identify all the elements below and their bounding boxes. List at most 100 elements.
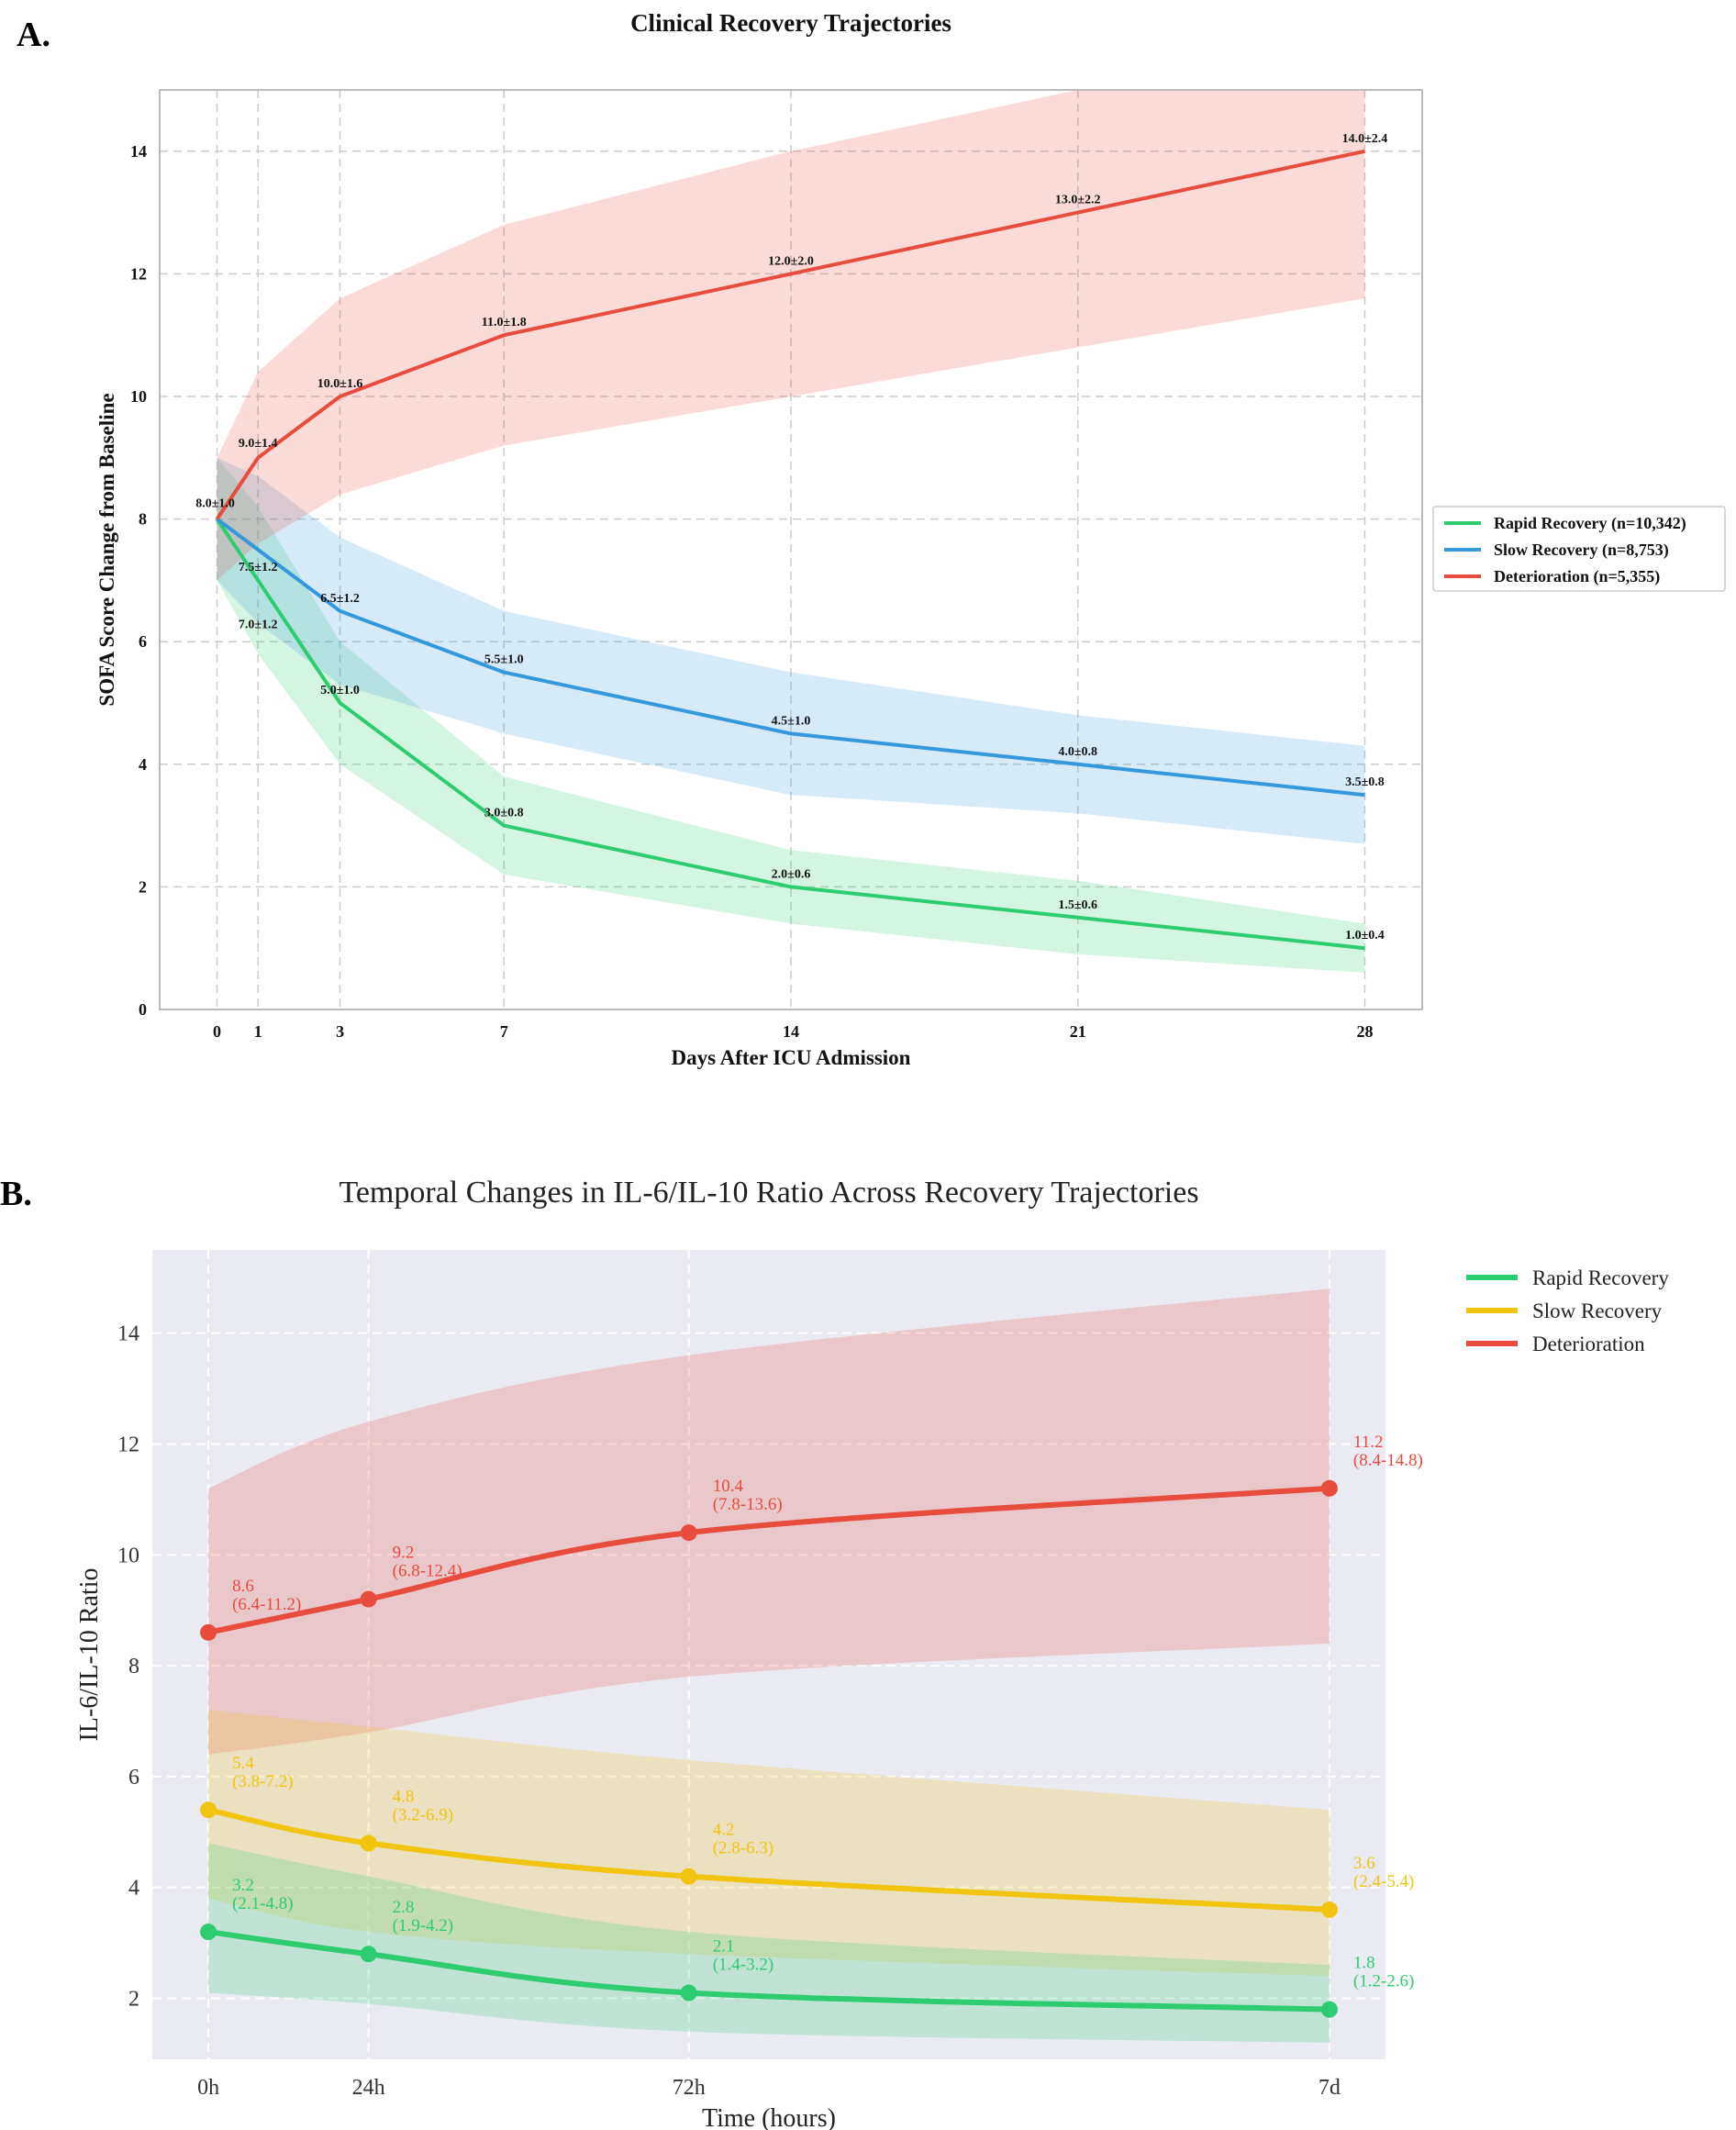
data-label: 4.5±1.0 <box>772 714 811 728</box>
data-label-value: 2.8 <box>393 1898 415 1917</box>
point-slow-recovery <box>200 1801 217 1819</box>
panel-b-letter: B. <box>0 1175 32 1213</box>
point-deterioration <box>1320 1479 1338 1497</box>
panel-a-ytick: 8 <box>139 510 147 529</box>
data-label-value: 8.6 <box>232 1577 254 1596</box>
data-label-range: (1.9-4.2) <box>393 1916 453 1935</box>
panel-b-title: Temporal Changes in IL-6/IL-10 Ratio Acr… <box>339 1176 1198 1210</box>
data-label-value: 3.6 <box>1353 1854 1375 1873</box>
panel-b-xtick: 0h <box>197 2076 219 2100</box>
data-label-range: (6.8-12.4) <box>393 1562 462 1581</box>
data-label-value: 11.2 <box>1353 1433 1384 1452</box>
panel-b-bands <box>208 1288 1330 2043</box>
panel-a-ytick: 6 <box>139 632 147 651</box>
data-label: 4.0±0.8 <box>1058 745 1097 759</box>
data-label: 6.5±1.2 <box>320 592 360 606</box>
data-label: 10.0±1.6 <box>317 377 363 391</box>
data-label: 3.0±0.8 <box>484 807 524 820</box>
data-label: 11.0±1.8 <box>482 316 527 329</box>
data-label-range: (8.4-14.8) <box>1353 1451 1423 1470</box>
legend-label: Slow Recovery <box>1532 1299 1663 1322</box>
panel-a-data-labels: 8.0±1.0 7.0±1.2 5.0±1.0 3.0±0.8 2.0±0.6 1.5±0… <box>195 132 1387 942</box>
panel-b-ticks: 0h 24h 72h 7d 2 4 6 8 10 12 14 <box>117 1322 1341 2100</box>
point-rapid-recovery <box>360 1946 377 1963</box>
panel-a-xtick: 1 <box>254 1022 262 1041</box>
point-rapid-recovery <box>680 1984 697 2002</box>
point-deterioration <box>360 1590 377 1608</box>
data-label-value: 1.8 <box>1353 1954 1375 1973</box>
band-rapid-recovery <box>208 1843 1330 2043</box>
panel-b-ytick: 12 <box>117 1433 139 1456</box>
panel-b-xlabel: Time (hours) <box>702 2104 836 2130</box>
data-label-value: 3.2 <box>232 1876 254 1895</box>
panel-a-letter: A. <box>17 16 50 54</box>
panel-b-ytick: 2 <box>128 1988 139 2012</box>
legend-label: Rapid Recovery (n=10,342) <box>1494 514 1686 533</box>
legend-label: Slow Recovery (n=8,753) <box>1494 541 1669 560</box>
point-rapid-recovery <box>200 1924 217 1941</box>
panel-a-xtick: 14 <box>783 1022 799 1041</box>
line-slow-recovery <box>206 1807 1332 1913</box>
panel-b-points <box>200 1479 1338 2018</box>
panel-a-legend: Rapid Recovery (n=10,342) Slow Recovery (… <box>1432 506 1726 592</box>
data-label-value: 5.4 <box>232 1754 254 1773</box>
data-label: 3.5±0.8 <box>1345 775 1385 789</box>
data-label-range: (3.8-7.2) <box>232 1772 293 1791</box>
data-label-range: (2.8-6.3) <box>713 1839 773 1858</box>
data-label: 1.5±0.6 <box>1058 898 1097 912</box>
line-deterioration <box>206 1485 1332 1635</box>
data-label: 13.0±2.2 <box>1055 194 1101 207</box>
point-rapid-recovery <box>1320 2001 1338 2018</box>
point-deterioration <box>200 1623 217 1641</box>
data-label: 7.0±1.2 <box>239 618 278 631</box>
panel-a-xtick: 28 <box>1356 1022 1373 1041</box>
panel-a-frame <box>159 89 1423 1010</box>
panel-a-title: Clinical Recovery Trajectories <box>630 9 951 37</box>
panel-b-legend: Rapid Recovery Slow Recovery Deterioration <box>1466 1266 1669 1355</box>
band-slow-recovery <box>208 1710 1330 1977</box>
data-label: 9.0±1.4 <box>239 437 278 451</box>
data-label-range: (1.4-3.2) <box>713 1956 773 1975</box>
band-rapid-recovery <box>217 457 1365 973</box>
panel-b-xtick: 7d <box>1319 2076 1341 2100</box>
data-label-range: (2.1-4.8) <box>232 1894 293 1913</box>
panel-b-ylabel: IL-6/IL-10 Ratio <box>75 1568 104 1742</box>
line-deterioration <box>215 149 1365 520</box>
point-slow-recovery <box>360 1834 377 1852</box>
data-label: 2.0±0.6 <box>772 867 811 881</box>
line-rapid-recovery <box>206 1929 1332 2013</box>
data-label-range: (2.4-5.4) <box>1353 1872 1414 1891</box>
data-label: 12.0±2.0 <box>768 254 814 268</box>
legend-label: Deterioration <box>1532 1333 1645 1355</box>
panel-a-xlabel: Days After ICU Admission <box>672 1046 911 1069</box>
point-slow-recovery <box>680 1868 697 1885</box>
panel-b-ytick: 4 <box>128 1877 139 1901</box>
panel-b-lines <box>206 1485 1332 2013</box>
panel-a-ytick: 2 <box>139 877 147 896</box>
panel-b-xtick: 24h <box>352 2076 385 2100</box>
panel-a-grid <box>160 90 1422 1009</box>
data-label: 5.0±1.0 <box>320 684 360 697</box>
panel-b-ytick: 14 <box>117 1322 139 1346</box>
panel-a-ylabel: SOFA Score Change from Baseline <box>95 393 118 706</box>
data-label-value: 4.8 <box>393 1787 415 1806</box>
legend-box <box>1432 506 1726 592</box>
panel-b-xtick: 72h <box>673 2076 706 2100</box>
line-rapid-recovery <box>215 518 1365 951</box>
panel-a-ytick: 0 <box>139 1000 147 1019</box>
panel-a-xtick: 0 <box>213 1022 221 1041</box>
panel-b-ytick: 6 <box>128 1766 139 1790</box>
line-slow-recovery <box>216 517 1365 797</box>
data-label-value: 9.2 <box>393 1544 415 1563</box>
legend-label: Deterioration (n=5,355) <box>1494 567 1660 586</box>
legend-label: Rapid Recovery <box>1532 1266 1669 1289</box>
panel-b-plot-area <box>152 1250 1385 2059</box>
data-label-value: 2.1 <box>713 1937 735 1957</box>
panel-a-ytick: 4 <box>139 755 147 774</box>
panel-a-ticks: 0 1 3 7 14 21 28 0 2 4 6 8 10 12 14 <box>130 142 1373 1041</box>
panel-a-lines <box>215 149 1365 951</box>
data-label-value: 10.4 <box>713 1477 744 1496</box>
panel-b-data-labels: 3.2(2.1-4.8) 2.8(1.9-4.2) 2.1(1.4-3.2) 1.8 (… <box>232 1433 1423 1991</box>
panel-a-xtick: 7 <box>500 1022 508 1041</box>
